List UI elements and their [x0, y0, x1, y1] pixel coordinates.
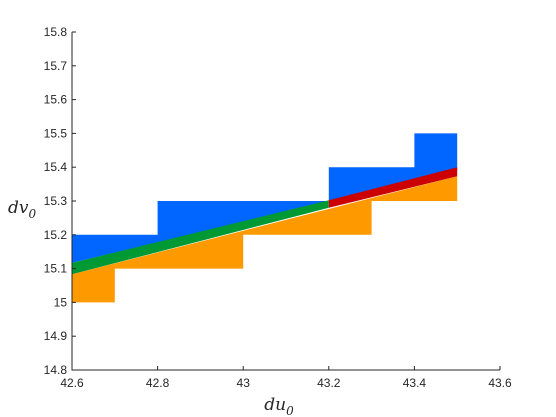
y-tick-label: 15.5: [44, 126, 68, 140]
y-tick-label: 15.7: [44, 59, 68, 73]
y-tick-label: 15.2: [44, 228, 68, 242]
y-tick-label: 15.8: [44, 25, 68, 39]
y-tick-label: 15.4: [44, 160, 68, 174]
x-tick-label: 43.6: [488, 376, 512, 390]
y-tick-label: 14.8: [44, 363, 68, 377]
x-tick-label: 43.4: [403, 376, 427, 390]
x-tick-label: 43: [237, 376, 251, 390]
plot-areas: [72, 133, 458, 303]
y-tick-label: 15: [54, 295, 68, 309]
series-1-lower-staircase: [72, 176, 458, 303]
x-axis-label: du0: [264, 395, 294, 417]
y-tick-label: 14.9: [44, 329, 68, 343]
y-tick-label: 15.1: [44, 262, 68, 276]
x-tick-label: 42.8: [146, 376, 170, 390]
y-tick-label: 15.6: [44, 93, 68, 107]
y-tick-label: 15.3: [44, 194, 68, 208]
series-3-band: [328, 167, 458, 208]
x-ticks: 42.6 42.8 43 43.2 43.4 43.6: [60, 366, 512, 390]
series-2-band: [72, 200, 329, 275]
series-0-upper-staircase: [72, 133, 458, 263]
y-ticks: 14.8 14.9 15 15.1 15.2 15.3 15.4 15.5 15.6 15.7 15…: [44, 25, 76, 377]
x-tick-label: 43.2: [317, 376, 341, 390]
y-axis-label: dv0: [8, 198, 37, 221]
x-tick-label: 42.6: [60, 376, 84, 390]
